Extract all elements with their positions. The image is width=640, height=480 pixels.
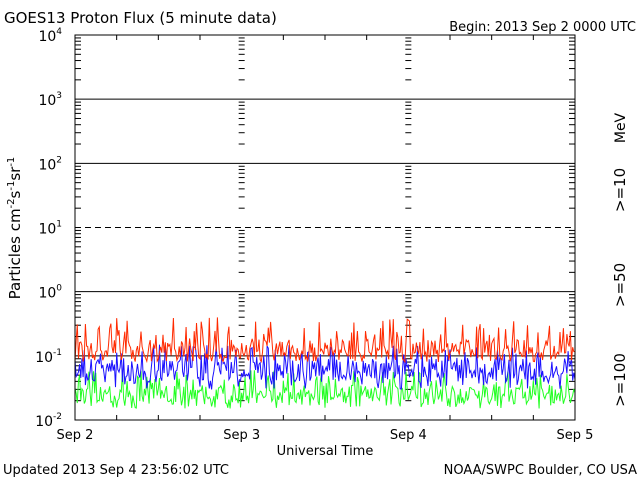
unit-label: MeV bbox=[613, 112, 629, 143]
series-line-0 bbox=[74, 317, 576, 364]
series-line-1 bbox=[74, 344, 576, 390]
series-group bbox=[74, 317, 576, 409]
y-tick-label: 100 bbox=[38, 284, 62, 302]
grid bbox=[75, 35, 575, 420]
updated-time: Updated 2013 Sep 4 23:56:02 UTC bbox=[3, 463, 229, 478]
y-tick-labels: 10-2 10-1 100 101 102 103 104 bbox=[35, 27, 62, 430]
y-tick-label: 103 bbox=[38, 91, 62, 109]
y-tick-label: 102 bbox=[38, 155, 62, 173]
y-tick-label: 10-2 bbox=[35, 412, 62, 430]
legend-ge100: >=100 bbox=[611, 353, 629, 407]
plot-frame bbox=[74, 34, 576, 421]
chart-title: GOES13 Proton Flux (5 minute data) bbox=[4, 9, 277, 27]
y-tick-label: 104 bbox=[38, 27, 62, 45]
begin-time: Begin: 2013 Sep 2 0000 UTC bbox=[449, 20, 636, 35]
y-tick-label: 101 bbox=[38, 220, 62, 238]
x-tick-label: Sep 5 bbox=[557, 428, 594, 443]
y-axis-label: Particles cm-2s-1sr-1 bbox=[6, 157, 24, 300]
x-tick-label: Sep 3 bbox=[223, 428, 260, 443]
legend-ge50: >=50 bbox=[611, 263, 629, 307]
x-tick-labels: Sep 2 Sep 3 Sep 4 Sep 5 bbox=[57, 428, 594, 443]
x-tick-label: Sep 4 bbox=[390, 428, 427, 443]
x-tick-label: Sep 2 bbox=[57, 428, 94, 443]
x-axis-label: Universal Time bbox=[277, 444, 374, 459]
series-line-2 bbox=[74, 370, 576, 409]
credit: NOAA/SWPC Boulder, CO USA bbox=[444, 463, 637, 478]
legend-ge10: >=10 bbox=[611, 168, 629, 212]
y-tick-label: 10-1 bbox=[35, 348, 62, 366]
